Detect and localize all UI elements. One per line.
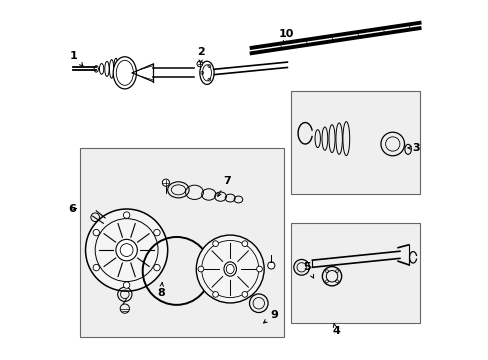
Circle shape: [153, 264, 160, 271]
Circle shape: [123, 212, 130, 218]
Circle shape: [116, 239, 137, 261]
Text: 1: 1: [69, 50, 83, 66]
Circle shape: [162, 179, 169, 186]
Circle shape: [198, 266, 203, 272]
Text: 2: 2: [197, 47, 204, 63]
Circle shape: [242, 241, 247, 247]
Ellipse shape: [224, 262, 236, 276]
Text: 3: 3: [411, 143, 419, 153]
Bar: [80, 148, 283, 337]
Circle shape: [93, 229, 100, 236]
Circle shape: [123, 282, 130, 288]
Circle shape: [242, 292, 247, 297]
Ellipse shape: [200, 61, 214, 85]
Text: 6: 6: [69, 203, 77, 213]
Text: 5: 5: [303, 262, 313, 278]
Circle shape: [197, 61, 203, 67]
Circle shape: [212, 241, 218, 247]
Bar: [290, 91, 419, 194]
Text: 10: 10: [278, 29, 293, 45]
Text: 7: 7: [218, 176, 230, 196]
Text: 8: 8: [157, 283, 164, 298]
Circle shape: [212, 292, 218, 297]
Circle shape: [267, 262, 274, 269]
Circle shape: [256, 266, 262, 272]
Text: 9: 9: [263, 310, 278, 323]
Circle shape: [93, 264, 100, 271]
Text: 4: 4: [331, 323, 339, 336]
Circle shape: [196, 235, 264, 303]
Circle shape: [153, 229, 160, 236]
Circle shape: [85, 209, 167, 291]
Ellipse shape: [113, 57, 136, 89]
Bar: [290, 223, 419, 323]
